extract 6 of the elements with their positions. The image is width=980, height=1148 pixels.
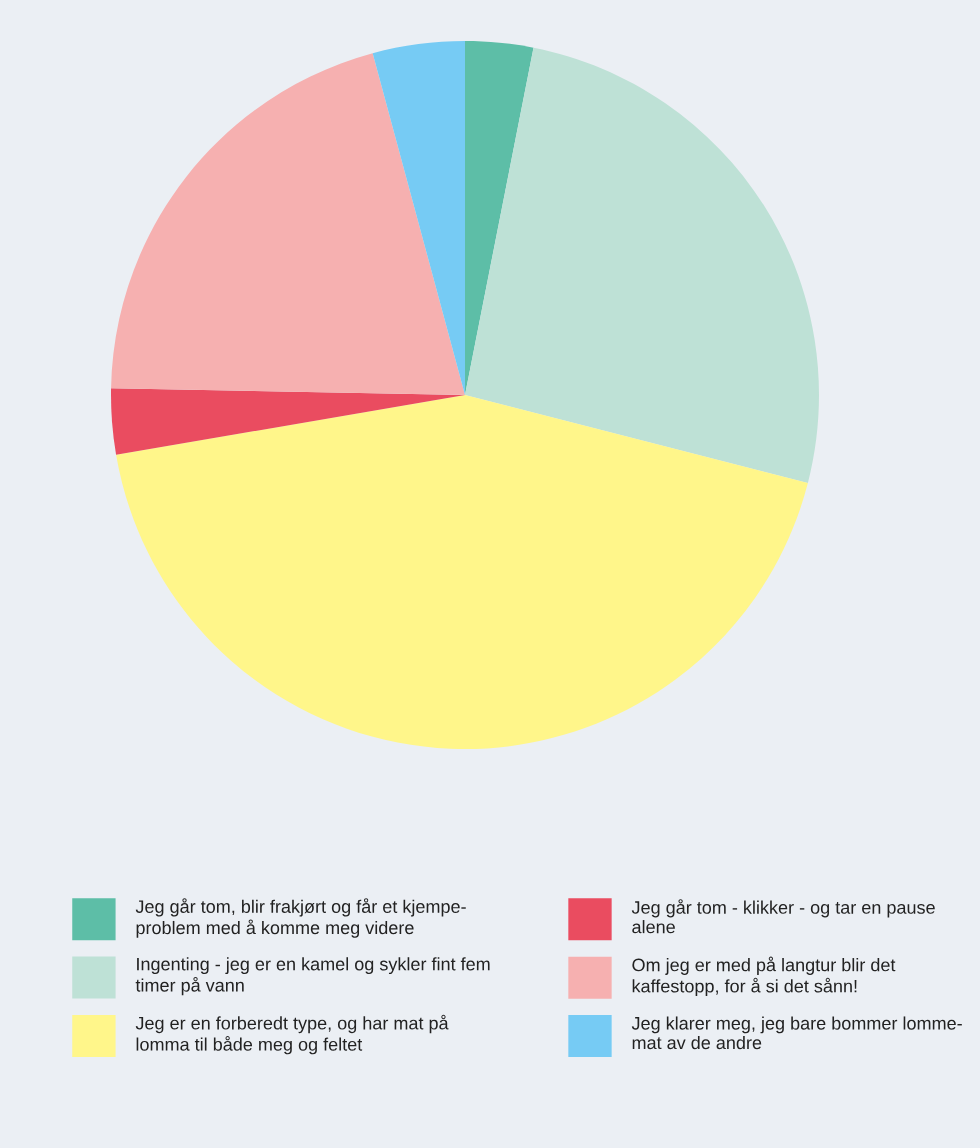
legend-label: Jeg går tom - klikker - og tar en pause alene	[631, 899, 935, 934]
legend-label: Jeg klarer meg, jeg bare bommer lomme- mat av de andre	[631, 1016, 962, 1050]
legend-label: Ingenting - jeg er en kamel og sykler fint fem timer på vann	[135, 957, 490, 996]
legend-label: Om jeg er med på langtur blir det kaffestopp, for å si det sånn!	[632, 956, 896, 997]
legend-label: Jeg er en forberedt type, og har mat på lomma til både meg og feltet	[135, 1014, 449, 1055]
legend-label: Jeg går tom, blir frakjørt og får et kjempe- problem med å komme meg videre	[135, 898, 466, 938]
